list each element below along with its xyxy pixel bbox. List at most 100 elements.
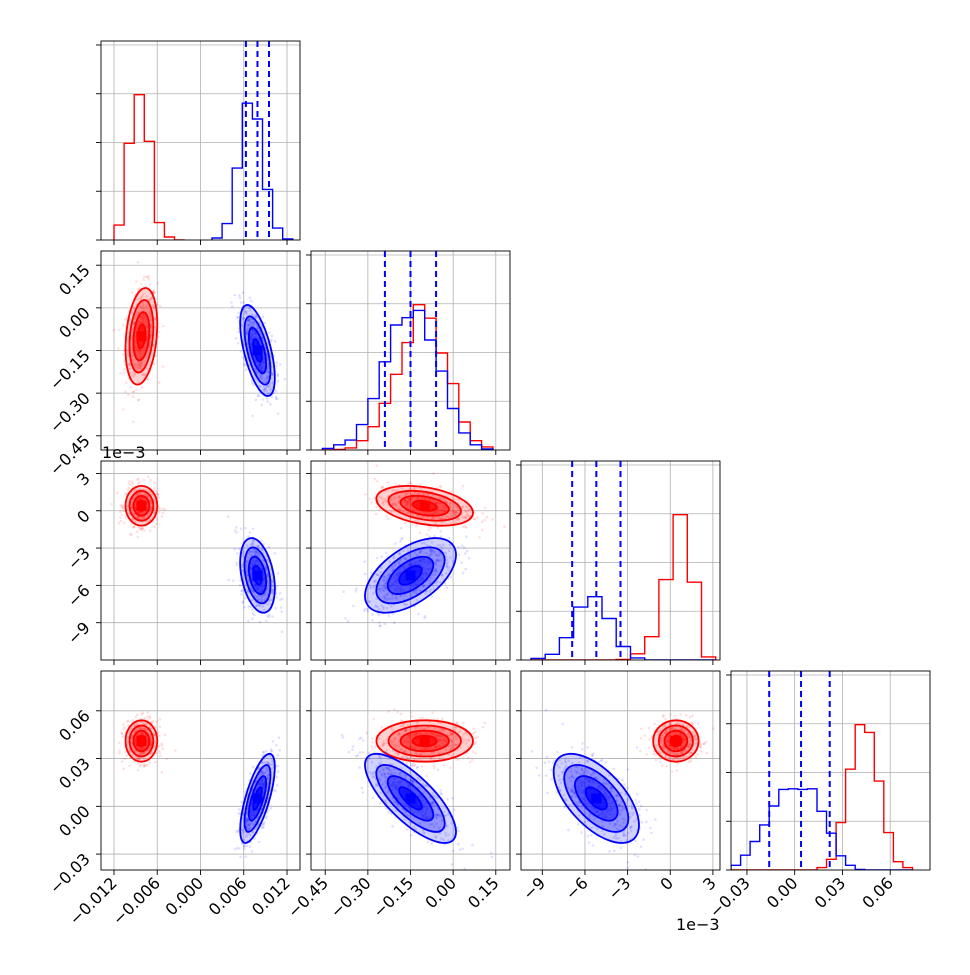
scatter-point	[391, 825, 394, 828]
panel-1-0	[96, 251, 300, 455]
scatter-point	[160, 771, 163, 774]
scatter-point	[463, 546, 466, 549]
scatter-point	[392, 613, 395, 616]
scatter-point	[371, 619, 374, 622]
scatter-point	[271, 335, 274, 338]
scatter-point	[234, 548, 237, 551]
scatter-point	[147, 378, 150, 381]
scatter-point	[265, 817, 268, 820]
scatter-point	[355, 587, 358, 590]
scatter-point	[268, 332, 271, 335]
scatter-point	[158, 496, 161, 499]
scatter-point	[462, 572, 465, 575]
scatter-point	[251, 608, 254, 611]
scatter-point	[420, 765, 423, 768]
scatter-point	[371, 741, 374, 744]
scatter-point	[265, 620, 268, 623]
scatter-point	[394, 542, 397, 545]
scatter-point	[113, 329, 116, 332]
scatter-point	[118, 522, 121, 525]
scatter-point	[461, 545, 464, 548]
scatter-point	[127, 393, 130, 396]
scatter-point	[137, 399, 140, 402]
scatter-point	[271, 395, 274, 398]
scatter-point	[400, 713, 403, 716]
panel-2-2	[516, 461, 720, 665]
scatter-point	[279, 363, 282, 366]
scatter-point	[417, 613, 420, 616]
scatter-point	[385, 515, 388, 518]
scatter-point	[367, 610, 370, 613]
scatter-point	[427, 529, 430, 532]
scatter-point	[137, 536, 140, 539]
scatter-point	[471, 758, 474, 761]
scatter-point	[456, 722, 459, 725]
scatter-point	[119, 372, 122, 375]
scatter-point	[159, 726, 162, 729]
scatter-point	[481, 520, 484, 523]
scatter-point	[359, 751, 362, 754]
scatter-point	[268, 546, 271, 549]
scatter-point	[247, 535, 250, 538]
scatter-point	[162, 325, 165, 328]
scatter-point	[123, 758, 126, 761]
scatter-point	[257, 395, 260, 398]
scatter-point	[159, 755, 162, 758]
scatter-point	[240, 301, 243, 304]
scatter-point	[414, 764, 417, 767]
scatter-point	[473, 727, 476, 730]
scatter-point	[227, 515, 230, 518]
scatter-point	[503, 525, 506, 528]
scatter-point	[122, 505, 125, 508]
scatter-point	[475, 737, 478, 740]
scatter-point	[158, 734, 161, 737]
scatter-point	[259, 621, 262, 624]
scatter-point	[384, 623, 387, 626]
scatter-point	[248, 531, 251, 534]
scatter-point	[236, 564, 239, 567]
scatter-point	[419, 532, 422, 535]
scatter-point	[467, 757, 470, 760]
scatter-point	[352, 605, 355, 608]
scatter-point	[246, 844, 249, 847]
scatter-point	[276, 784, 279, 787]
scatter-point	[378, 621, 381, 624]
scatter-point	[164, 509, 167, 512]
scatter-point	[227, 579, 230, 582]
scatter-point	[144, 717, 147, 720]
scatter-point	[161, 515, 164, 518]
scatter-point	[411, 524, 414, 527]
scatter-point	[442, 764, 445, 767]
scatter-point	[239, 584, 242, 587]
scatter-point	[136, 713, 139, 716]
scatter-point	[385, 552, 388, 555]
scatter-point	[128, 487, 131, 490]
scatter-point	[270, 807, 273, 810]
scatter-point	[251, 381, 254, 384]
scatter-point	[120, 520, 123, 523]
scatter-point	[375, 513, 378, 516]
scatter-point	[271, 615, 274, 618]
scatter-point	[440, 535, 443, 538]
scatter-point	[138, 765, 141, 768]
scatter-point	[159, 718, 162, 721]
scatter-point	[277, 412, 280, 415]
scatter-point	[242, 600, 245, 603]
scatter-point	[471, 844, 474, 847]
scatter-point	[275, 585, 278, 588]
scatter-point	[428, 524, 431, 527]
scatter-point	[235, 830, 238, 833]
scatter-point	[158, 752, 161, 755]
scatter-point	[405, 755, 408, 758]
scatter-point	[433, 767, 436, 770]
scatter-point	[410, 483, 413, 486]
scatter-point	[262, 826, 265, 829]
scatter-point	[118, 742, 121, 745]
scatter-point	[451, 797, 454, 800]
scatter-point	[235, 561, 238, 564]
scatter-point	[143, 765, 146, 768]
scatter-point	[156, 282, 159, 285]
scatter-point	[272, 740, 275, 743]
scatter-point	[162, 365, 165, 368]
scatter-point	[158, 381, 161, 384]
